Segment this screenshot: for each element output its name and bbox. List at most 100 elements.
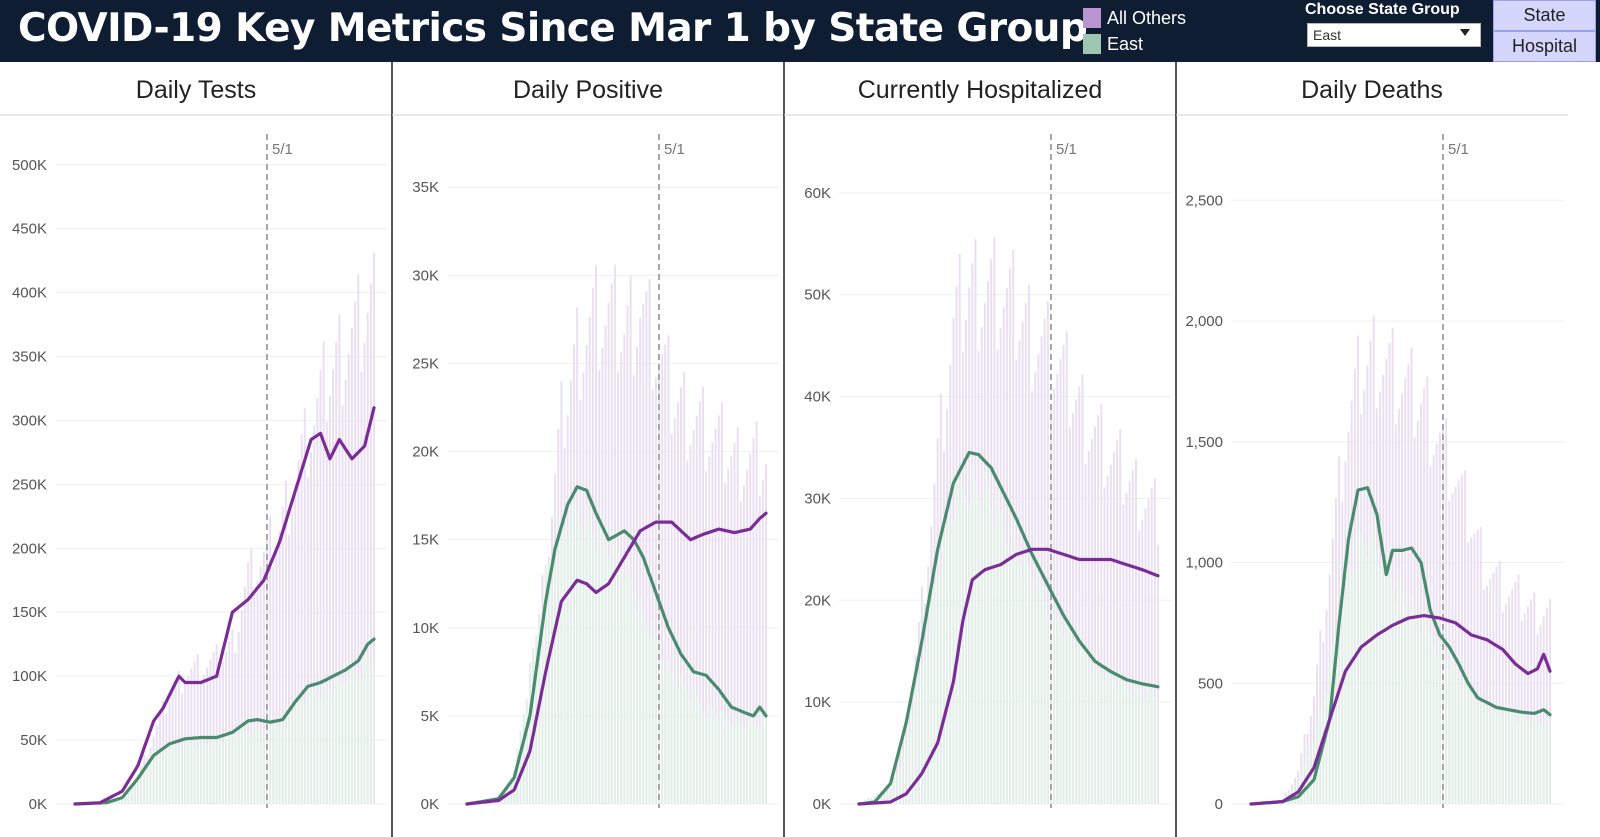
bar-east <box>1144 699 1147 804</box>
bar-east <box>1379 567 1382 804</box>
bar-east <box>1366 558 1369 804</box>
bar-east <box>651 620 654 804</box>
bar-all-others <box>316 398 319 804</box>
bar-all-others <box>1517 574 1520 804</box>
bar-all-others <box>1119 429 1122 804</box>
y-tick-label: 2,000 <box>1185 313 1223 330</box>
bar-all-others <box>724 482 727 804</box>
state-toggle-button[interactable]: State <box>1493 0 1596 31</box>
bar-east <box>259 730 262 804</box>
bar-east <box>275 726 278 804</box>
bar-east <box>1401 591 1404 804</box>
bar-all-others <box>1112 452 1115 804</box>
bar-east <box>316 694 319 804</box>
bar-east <box>1322 699 1325 804</box>
y-tick-label: 5K <box>421 708 439 725</box>
bar-all-others <box>623 333 626 804</box>
dashboard-header: COVID-19 Key Metrics Since Mar 1 by Stat… <box>0 0 1600 62</box>
bar-east <box>889 789 892 804</box>
bar-east <box>1335 636 1337 804</box>
bar-east <box>920 662 923 804</box>
bar-east <box>294 696 297 804</box>
bar-east <box>977 495 980 804</box>
bar-east <box>1385 557 1388 804</box>
bar-east <box>895 773 898 804</box>
y-tick-label: 250K <box>12 476 47 493</box>
bar-all-others <box>595 265 598 804</box>
bar-east <box>140 777 143 804</box>
bar-east <box>209 746 212 804</box>
bar-all-others <box>1539 625 1542 804</box>
bar-all-others <box>275 549 278 804</box>
bar-all-others <box>322 341 325 804</box>
bar-east <box>1388 573 1391 804</box>
bar-all-others <box>1460 475 1463 804</box>
bar-east <box>1536 718 1539 804</box>
bar-east <box>1549 722 1551 804</box>
bar-all-others <box>247 562 250 804</box>
bar-east <box>341 681 344 804</box>
bar-east <box>347 664 350 804</box>
bar-east <box>598 515 601 804</box>
bar-east <box>1116 687 1119 804</box>
series-line-east <box>465 485 768 806</box>
state-group-select[interactable]: East <box>1307 23 1481 47</box>
bar-all-others <box>1131 470 1134 804</box>
bar-east <box>328 689 331 804</box>
bar-all-others <box>1046 301 1049 804</box>
bar-east <box>250 735 253 804</box>
bar-east <box>758 728 761 804</box>
bar-east <box>278 727 281 804</box>
bar-all-others <box>225 651 228 804</box>
dropdown-arrow-icon[interactable] <box>1460 29 1470 36</box>
bar-east <box>313 690 316 804</box>
bar-all-others <box>1523 613 1526 804</box>
bar-all-others <box>1419 404 1422 804</box>
bar-all-others <box>1144 508 1147 804</box>
bar-east <box>1511 712 1514 804</box>
bar-east <box>338 678 341 804</box>
bar-east <box>1448 670 1451 804</box>
bar-all-others <box>1533 592 1536 804</box>
chart-title: Daily Positive <box>513 76 663 104</box>
bar-east <box>1429 634 1432 804</box>
bar-east <box>1053 603 1056 804</box>
bar-east <box>908 731 911 804</box>
bar-all-others <box>752 437 755 804</box>
bar-east <box>717 720 720 804</box>
series-line-east <box>1249 486 1552 806</box>
bar-east <box>231 733 234 804</box>
bar-east <box>965 496 967 804</box>
y-tick-label: 35K <box>412 179 439 196</box>
bar-all-others <box>193 661 196 804</box>
bar-all-others <box>366 313 369 804</box>
bar-east <box>322 682 325 804</box>
bar-east <box>698 702 701 804</box>
bar-east <box>1486 706 1489 804</box>
bar-all-others <box>360 371 363 804</box>
bar-east <box>1002 526 1005 804</box>
bar-east <box>136 780 139 804</box>
bar-east <box>1031 580 1034 804</box>
bar-east <box>1065 616 1068 804</box>
bar-all-others <box>206 667 209 804</box>
bar-east <box>1464 673 1466 804</box>
bar-east <box>949 519 952 804</box>
bar-east <box>1492 699 1495 804</box>
bar-east <box>1341 581 1344 804</box>
bar-east <box>705 715 708 804</box>
bar-all-others <box>1482 589 1485 804</box>
bar-all-others <box>1153 478 1156 804</box>
y-tick-label: 2,500 <box>1185 192 1223 209</box>
chart-panel-daily-deaths: Daily Deaths 0 500 1,000 1,500 2,000 2,500 5/1 <box>1175 62 1568 837</box>
bar-all-others <box>221 661 224 804</box>
bar-all-others <box>1034 372 1037 804</box>
bar-all-others <box>240 609 243 804</box>
bar-east <box>1527 719 1529 804</box>
hospital-toggle-button[interactable]: Hospital <box>1493 31 1596 62</box>
bar-all-others <box>1097 415 1100 804</box>
bar-east <box>664 672 667 804</box>
bar-east <box>1454 666 1457 804</box>
bar-east <box>1312 742 1315 804</box>
bar-all-others <box>1128 481 1131 804</box>
